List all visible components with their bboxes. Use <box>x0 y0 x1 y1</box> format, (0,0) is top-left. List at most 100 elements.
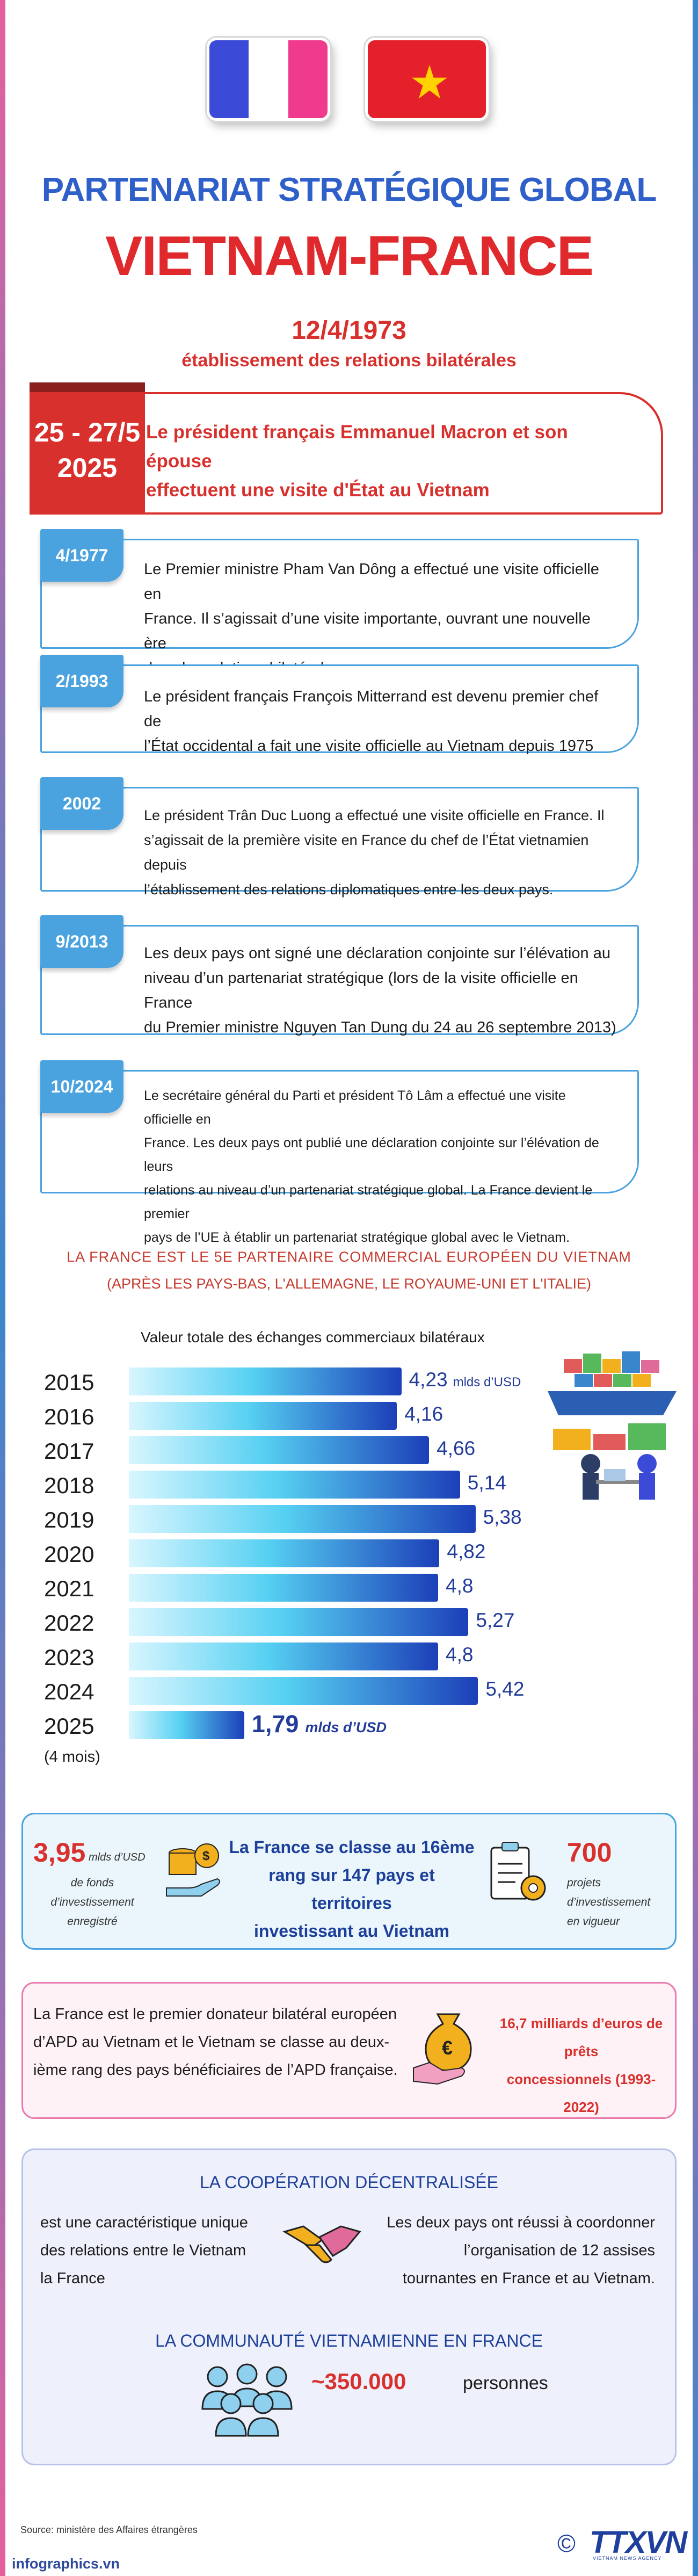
trade-bar <box>129 1608 469 1636</box>
trade-value: 4,82 <box>447 1540 486 1562</box>
coins-hand-icon: $ <box>166 1843 220 1897</box>
trade-value-label: 4,8 <box>446 1575 473 1597</box>
year-label: 2022 <box>44 1610 94 1636</box>
investment-amount-unit: mlds d’USD <box>89 1851 146 1863</box>
year-label: 2019 <box>44 1507 94 1532</box>
trade-chart-label: Valeur totale des échanges commerciaux b… <box>141 1329 485 1345</box>
projects-document-icon <box>490 1842 546 1901</box>
cooperation-line: tournantes en France et au Vietnam. <box>402 2270 655 2287</box>
trade-value: 4,8 <box>446 1644 474 1666</box>
caption-line: projets d’investissement <box>567 1877 651 1908</box>
year-label: 2016 <box>44 1404 94 1429</box>
highlight-event-text: Le président français Emmanuel Macron et… <box>146 418 629 505</box>
trade-bar <box>129 1711 244 1739</box>
timeline-line: Le secrétaire général du Parti et présid… <box>144 1088 566 1127</box>
ttxvn-logo: © TTXVN VIETNAM NEWS AGENCY <box>557 2524 692 2562</box>
timeline-line: Le Premier ministre Pham Van Dông a effe… <box>144 561 599 603</box>
timeline-date-2002: 2002 <box>40 777 123 830</box>
left-border <box>0 0 5 2576</box>
timeline-date-2013: 9/2013 <box>40 915 123 968</box>
community-count: ~350.000 <box>311 2369 406 2394</box>
trade-bar <box>129 1574 438 1602</box>
cooperation-line: Les deux pays ont réussi à coordonner <box>387 2214 655 2231</box>
trade-bar <box>129 1677 478 1705</box>
logo-text: TTXVN <box>590 2525 687 2560</box>
rank-line: La France se classe au 16ème <box>229 1837 475 1857</box>
investment-amount: 3,95 <box>33 1837 86 1868</box>
france-flag-icon <box>205 36 332 122</box>
oda-text: La France est le premier donateur bilaté… <box>33 2000 398 2084</box>
timeline-text-2024: Le secrétaire général du Parti et présid… <box>144 1084 616 1249</box>
rank-line: rang sur 147 pays et territoires <box>268 1865 435 1913</box>
projects-count: 700 <box>567 1837 612 1868</box>
timeline-line: pays de l’UE à établir un partenariat st… <box>144 1230 570 1245</box>
trade-title-line2: (APRÈS LES PAYS-BAS, L'ALLEMAGNE, LE ROY… <box>106 1276 592 1292</box>
trade-value: 4,8 <box>446 1575 474 1597</box>
year-label: 2024 <box>44 1679 94 1704</box>
trade-bar <box>129 1436 430 1464</box>
right-border <box>693 0 698 2576</box>
copyright-icon: © <box>557 2529 576 2557</box>
svg-text:€: € <box>442 2037 453 2059</box>
timeline-line: relations au niveau d’un partenariat str… <box>144 1183 593 1221</box>
year-label: 2025 <box>44 1713 94 1739</box>
cooperation-line: est une caractéristique unique <box>40 2214 248 2231</box>
trade-value: 4,16 <box>404 1403 443 1425</box>
timeline-line: Le président Trân Duc Luong a effectué u… <box>144 807 605 823</box>
site-link[interactable]: infographics.vn <box>12 2556 120 2572</box>
trade-value-label: 4,82 <box>447 1540 485 1563</box>
year-label: 2023 <box>44 1645 94 1670</box>
cooperation-line: la France <box>40 2270 105 2287</box>
trade-bar <box>129 1471 460 1499</box>
timeline-line: du Premier ministre Nguyen Tan Dung du 2… <box>144 1019 616 1036</box>
title-line2: VIETNAM-FRANCE <box>105 225 594 287</box>
oda-amount-line: 16,7 milliards d’euros de prêts <box>499 2015 663 2059</box>
investment-amount-caption: de fonds d’investissement enregistré <box>33 1873 151 1931</box>
cooperation-right: Les deux pays ont réussi à coordonner l’… <box>376 2209 655 2292</box>
trade-value: 4,66 <box>437 1437 476 1459</box>
timeline-box-2002 <box>40 787 639 892</box>
trade-unit: mlds d’USD <box>453 1375 521 1390</box>
year-label: 2015 <box>44 1370 94 1395</box>
cooperation-card <box>21 2148 677 2465</box>
oda-card <box>21 1982 677 2119</box>
people-group-icon <box>201 2363 293 2437</box>
highlight-date-line1: 25 - 27/5 <box>34 417 141 447</box>
source-note: Source: ministère des Affaires étrangère… <box>20 2524 198 2535</box>
highlight-event-date: 25 - 27/5 2025 <box>30 392 145 515</box>
vietnam-flag-icon <box>363 36 490 122</box>
trade-bar <box>129 1402 397 1430</box>
year-label: 2020 <box>44 1542 94 1567</box>
establishment-date: 12/4/1973 <box>292 316 406 345</box>
timeline-line: s’agissait de la première visite en Fran… <box>144 832 589 873</box>
logo-subtext: VIETNAM NEWS AGENCY <box>593 2556 662 2561</box>
trade-value-label: 5,42 <box>485 1678 524 1701</box>
trade-bar <box>129 1539 440 1567</box>
highlight-text-line1: Le président français Emmanuel Macron et… <box>146 422 568 472</box>
trade-title-line1: LA FRANCE EST LE 5E PARTENAIRE COMMERCIA… <box>67 1249 631 1265</box>
oda-line: ième rang des pays bénéficiaires de l’AP… <box>33 2061 398 2079</box>
timeline-box-2013 <box>40 925 639 1035</box>
timeline-line: Les deux pays ont signé une déclaration … <box>144 945 610 962</box>
timeline-line: niveau d’un partenariat stratégique (lor… <box>144 969 578 1011</box>
timeline-date-2024: 10/2024 <box>40 1060 123 1113</box>
timeline-date-1993: 2/1993 <box>40 655 123 707</box>
svg-text:$: $ <box>202 1849 210 1863</box>
timeline-text-1977: Le Premier ministre Pham Van Dông a effe… <box>144 557 616 681</box>
establishment-caption: établissement des relations bilatérales <box>181 350 517 371</box>
handshake-icon <box>282 2225 361 2263</box>
trade-value-label: 4,16 <box>404 1403 443 1426</box>
community-title: LA COMMUNAUTÉ VIETNAMIENNE EN FRANCE <box>155 2331 543 2350</box>
timeline-line: l’établissement des relations diplomatiq… <box>144 881 554 898</box>
timeline-box-1977 <box>40 539 639 649</box>
investment-card <box>21 1813 677 1950</box>
timeline-line: Le président français François Mitterran… <box>144 688 599 730</box>
cooperation-line: des relations entre le Vietnam <box>40 2242 246 2259</box>
timeline-line: France. Il s’agissait d’une visite impor… <box>144 610 591 652</box>
trade-value-label: 4,8 <box>446 1644 473 1666</box>
trade-value: 5,42 <box>485 1678 525 1700</box>
trade-bar <box>129 1367 402 1395</box>
trade-unit: mlds d’USD <box>305 1719 387 1735</box>
trade-value-label: 4,23 mlds d’USD <box>409 1369 521 1391</box>
highlight-date-line2: 2025 <box>57 453 118 483</box>
